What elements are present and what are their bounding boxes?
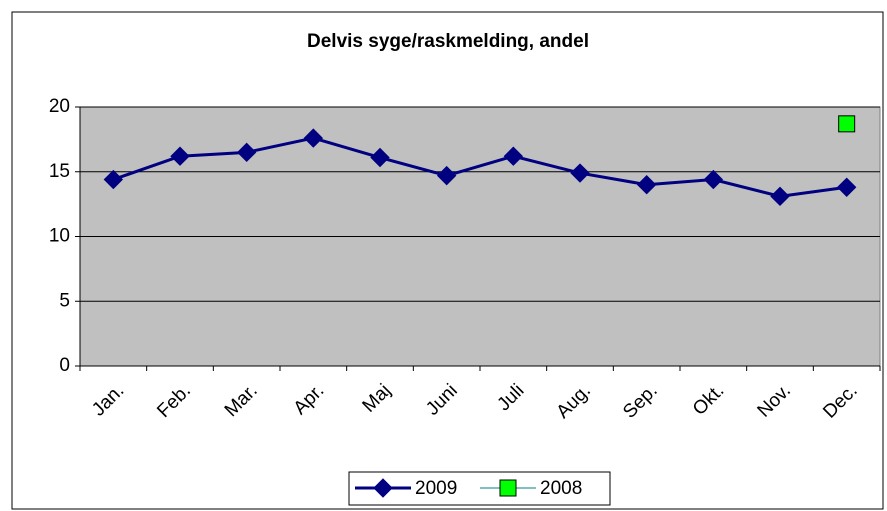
point <box>103 169 124 190</box>
legend-marker <box>499 479 517 497</box>
point <box>838 115 856 133</box>
legend-label: 2008 <box>540 478 582 499</box>
chart-title: Delvis syge/raskmelding, andel <box>307 31 589 52</box>
series-line <box>112 136 847 198</box>
point <box>170 146 190 166</box>
point <box>236 142 257 163</box>
y-tick-label: 15 <box>49 161 70 182</box>
y-tick-label: 5 <box>59 290 70 311</box>
point <box>303 128 324 148</box>
point <box>636 174 657 195</box>
point <box>436 165 457 186</box>
point <box>503 146 524 166</box>
point <box>370 147 390 168</box>
legend: 2009 2008 <box>348 471 611 506</box>
point <box>770 186 790 207</box>
legend-marker <box>373 478 393 498</box>
y-tick-label: 10 <box>49 226 70 247</box>
point <box>836 177 857 197</box>
point <box>703 169 724 190</box>
point <box>570 163 590 183</box>
y-tick-label: 0 <box>59 355 70 376</box>
y-tick-label: 20 <box>49 96 70 117</box>
legend-label: 2009 <box>415 478 457 499</box>
